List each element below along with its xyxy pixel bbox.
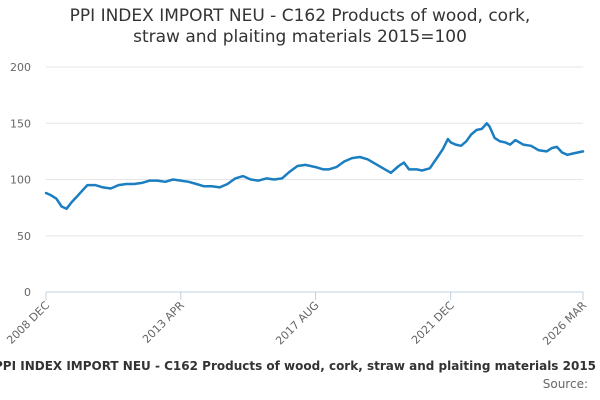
series-line[interactable] [44,122,585,211]
x-axis-ticks: 2008 DEC 2013 APR 2017 AUG 2021 DEC 2026 MAR [4,292,589,348]
source-label[interactable]: Source: [542,377,588,391]
legend-series-name: PPI INDEX IMPORT NEU - C162 Products of … [0,359,597,373]
chart-title-line-2: straw and plaiting materials 2015=100 [133,27,467,47]
y-tick-label: 0 [24,286,31,299]
x-tick-label: 2008 DEC [4,299,52,347]
chart-title-line-1: PPI INDEX IMPORT NEU - C162 Products of … [69,6,531,26]
y-tick-label: 150 [10,117,31,130]
y-axis-ticks: 0 50 100 150 200 [10,61,31,299]
y-tick-label: 100 [10,174,31,187]
x-tick-label: 2013 APR [140,299,187,346]
x-tick-label: 2026 MAR [540,299,589,348]
y-tick-label: 50 [17,230,31,243]
y-tick-label: 200 [10,61,31,74]
grid-lines [46,66,583,293]
x-tick-label: 2021 DEC [409,299,457,347]
x-tick-label: 2017 AUG [273,299,322,348]
chart-title: PPI INDEX IMPORT NEU - C162 Products of … [0,6,600,48]
series-layer [44,122,585,211]
